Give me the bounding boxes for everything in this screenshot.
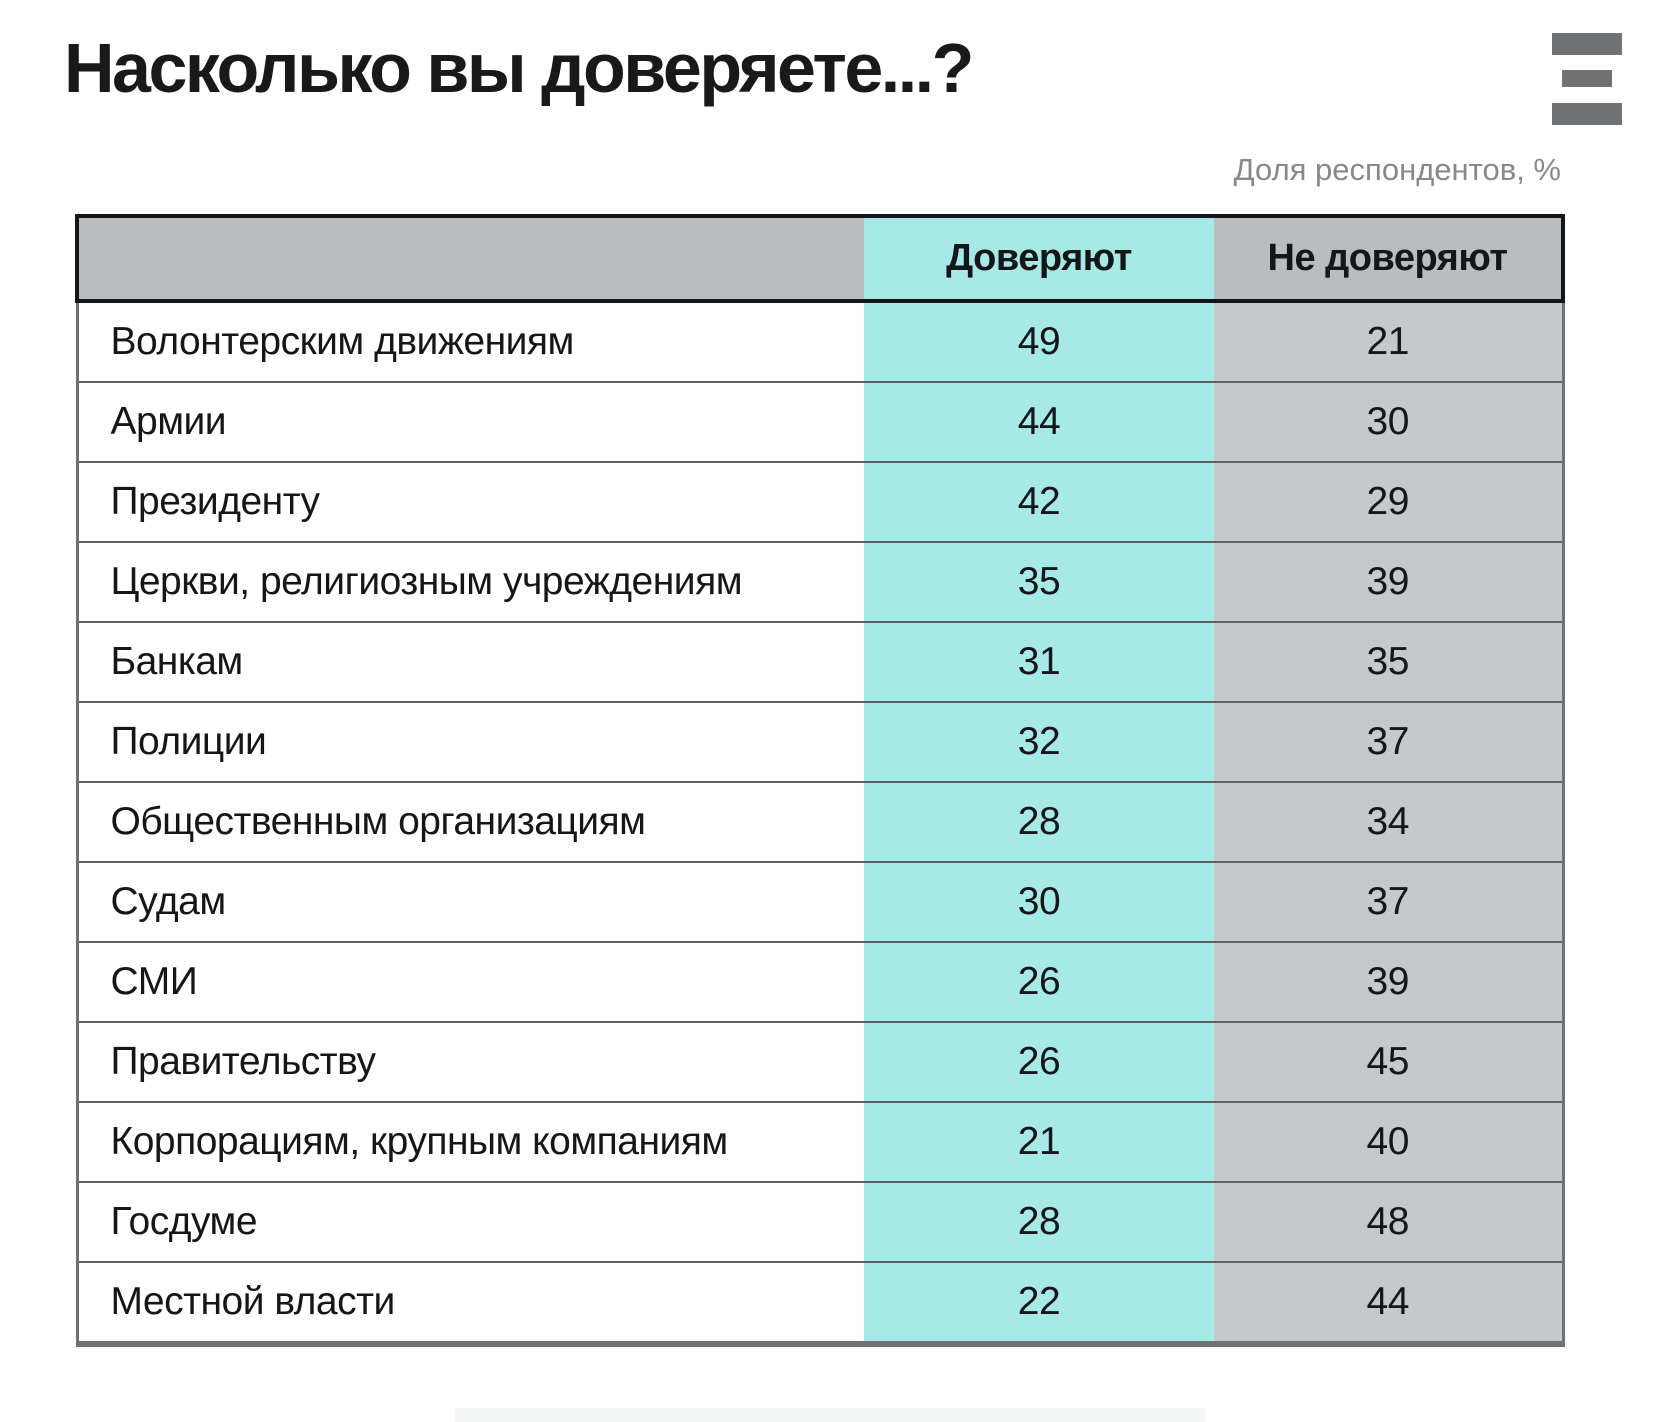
units-note: Доля респондентов, % [1233, 152, 1561, 187]
trust-value: 28 [864, 1181, 1214, 1262]
row-label: СМИ [75, 941, 864, 1022]
table-body: Волонтерским движениям 49 21 Армии 44 30… [75, 301, 1565, 1347]
header-empty-cell [75, 214, 864, 303]
header-distrust: Не доверяют [1214, 214, 1565, 303]
row-label: Полиции [75, 701, 864, 782]
table-header-row: Доверяют Не доверяют [75, 214, 1565, 303]
row-label: Президенту [75, 461, 864, 542]
distrust-value: 29 [1214, 461, 1565, 542]
table-row: Армии 44 30 [75, 381, 1565, 462]
header-trust: Доверяют [864, 214, 1214, 303]
table-row: Корпорациям, крупным компаниям 21 40 [75, 1101, 1565, 1182]
table-row: Общественным организациям 28 34 [75, 781, 1565, 862]
distrust-value: 39 [1214, 541, 1565, 622]
logo-bar-middle [1562, 70, 1612, 87]
row-label: Госдуме [75, 1181, 864, 1262]
trust-value: 22 [864, 1261, 1214, 1347]
trust-value: 49 [864, 301, 1214, 382]
trust-value: 35 [864, 541, 1214, 622]
table-row: Волонтерским движениям 49 21 [75, 301, 1565, 382]
distrust-value: 34 [1214, 781, 1565, 862]
table-row: Судам 30 37 [75, 861, 1565, 942]
distrust-value: 37 [1214, 701, 1565, 782]
table-row: СМИ 26 39 [75, 941, 1565, 1022]
table-row: Банкам 31 35 [75, 621, 1565, 702]
row-label: Волонтерским движениям [75, 301, 864, 382]
row-label: Общественным организациям [75, 781, 864, 862]
row-label: Судам [75, 861, 864, 942]
row-label: Церкви, религиозным учреждениям [75, 541, 864, 622]
distrust-value: 44 [1214, 1261, 1565, 1347]
trust-value: 42 [864, 461, 1214, 542]
table-row: Местной власти 22 44 [75, 1261, 1565, 1347]
logo-bar-top [1552, 33, 1622, 55]
row-label: Местной власти [75, 1261, 864, 1347]
distrust-value: 48 [1214, 1181, 1565, 1262]
trust-value: 30 [864, 861, 1214, 942]
logo-bar-bottom [1552, 103, 1622, 125]
trust-value: 21 [864, 1101, 1214, 1182]
trust-value: 31 [864, 621, 1214, 702]
trust-table: Доверяют Не доверяют Волонтерским движен… [75, 214, 1565, 1347]
table-row: Церкви, религиозным учреждениям 35 39 [75, 541, 1565, 622]
distrust-value: 39 [1214, 941, 1565, 1022]
table-row: Госдуме 28 48 [75, 1181, 1565, 1262]
trust-value: 26 [864, 1021, 1214, 1102]
table-row: Президенту 42 29 [75, 461, 1565, 542]
brand-logo-icon [1552, 33, 1622, 125]
trust-value: 44 [864, 381, 1214, 462]
distrust-value: 40 [1214, 1101, 1565, 1182]
trust-value: 26 [864, 941, 1214, 1022]
row-label: Банкам [75, 621, 864, 702]
trust-value: 32 [864, 701, 1214, 782]
table-row: Полиции 32 37 [75, 701, 1565, 782]
page-title: Насколько вы доверяете...? [64, 29, 974, 107]
table-row: Правительству 26 45 [75, 1021, 1565, 1102]
trust-value: 28 [864, 781, 1214, 862]
distrust-value: 30 [1214, 381, 1565, 462]
row-label: Правительству [75, 1021, 864, 1102]
distrust-value: 37 [1214, 861, 1565, 942]
footer-strip-partial [455, 1408, 1205, 1422]
distrust-value: 45 [1214, 1021, 1565, 1102]
distrust-value: 21 [1214, 301, 1565, 382]
distrust-value: 35 [1214, 621, 1565, 702]
row-label: Армии [75, 381, 864, 462]
row-label: Корпорациям, крупным компаниям [75, 1101, 864, 1182]
